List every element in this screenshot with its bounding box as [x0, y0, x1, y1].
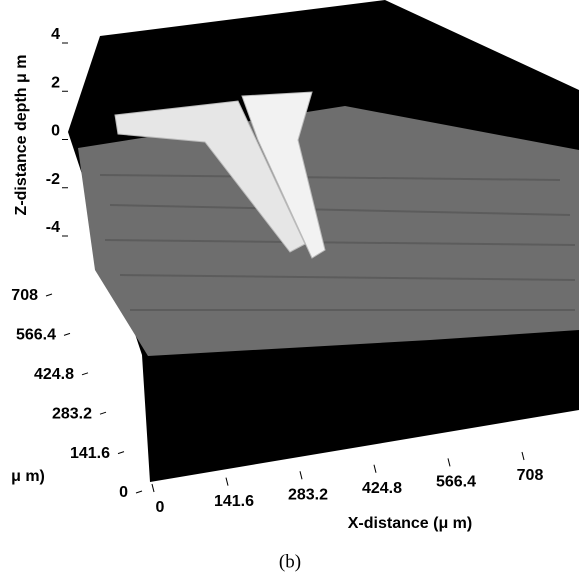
x-tick [447, 458, 451, 467]
z-tick-label: -4 [46, 219, 60, 236]
x-tick [225, 477, 229, 486]
x-tick-label: 424.8 [362, 480, 402, 497]
x-tick-label: 566.4 [436, 474, 476, 491]
y-tick-label: 283.2 [52, 405, 92, 422]
x-tick [521, 451, 525, 461]
y-tick-label: 141.6 [70, 445, 110, 462]
y-tick [99, 411, 107, 415]
z-tick-label: 0 [51, 123, 60, 140]
x-tick [373, 464, 377, 473]
z-tick-label: -2 [46, 171, 60, 188]
caption: (b) [279, 551, 301, 572]
y-tick [45, 293, 53, 297]
y-tick-label: 0 [119, 484, 128, 501]
y-label: μ m) [11, 468, 45, 485]
x-tick-label: 283.2 [288, 486, 328, 503]
y-tick [81, 372, 89, 376]
cantilever-left [114, 100, 306, 253]
y-tick-label: 566.4 [16, 327, 56, 344]
x-tick [151, 483, 155, 493]
y-tick [135, 490, 143, 494]
cantilever-right [241, 91, 326, 259]
z-tick-label: 4 [51, 26, 60, 43]
surface-texture [99, 174, 576, 311]
surface [78, 106, 579, 356]
x-tick [299, 471, 303, 480]
y-tick-label: 424.8 [34, 366, 74, 383]
y-tick-label: 708 [11, 287, 38, 304]
x-label: X-distance (μ m) [348, 515, 472, 532]
z-label: Z-distance depth μ m [13, 55, 30, 216]
x-tick-label: 0 [156, 499, 165, 516]
z-tick-label: 2 [51, 74, 60, 91]
x-tick-label: 708 [517, 467, 544, 484]
y-tick [117, 451, 125, 455]
y-tick [63, 332, 71, 336]
x-tick-label: 141.6 [214, 493, 254, 510]
